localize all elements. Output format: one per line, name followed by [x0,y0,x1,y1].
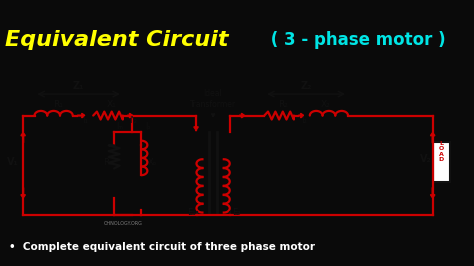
Text: R₂: R₂ [278,100,288,109]
Text: R₁: R₁ [54,100,64,109]
Text: Iₘ: Iₘ [117,122,123,131]
Text: E₂: E₂ [232,208,241,217]
Text: I'₂: I'₂ [129,116,137,125]
Text: I₂: I₂ [301,116,307,125]
Text: X₂: X₂ [321,100,331,109]
Text: Z₂: Z₂ [301,81,312,91]
Text: V₁: V₁ [7,157,19,167]
Text: Iₚ: Iₚ [145,122,151,131]
Text: Ideal
Transformer: Ideal Transformer [190,89,236,109]
Text: X₁: X₁ [107,100,117,109]
Text: L
O
A
D: L O A D [439,141,444,162]
Text: E₁: E₁ [187,208,196,217]
Text: CHNOLOGY.ORG: CHNOLOGY.ORG [104,221,143,226]
Text: Rₒ: Rₒ [103,158,112,167]
Text: ( 3 - phase motor ): ( 3 - phase motor ) [265,31,446,49]
Text: V₂: V₂ [420,154,432,164]
Text: •  Complete equivalent circuit of three phase motor: • Complete equivalent circuit of three p… [9,242,316,252]
Bar [433,142,450,182]
Text: Xₒ: Xₒ [147,158,156,167]
Text: Equivalent Circuit: Equivalent Circuit [5,30,228,50]
Text: I₁: I₁ [82,116,88,125]
Text: Z₁: Z₁ [73,81,84,91]
